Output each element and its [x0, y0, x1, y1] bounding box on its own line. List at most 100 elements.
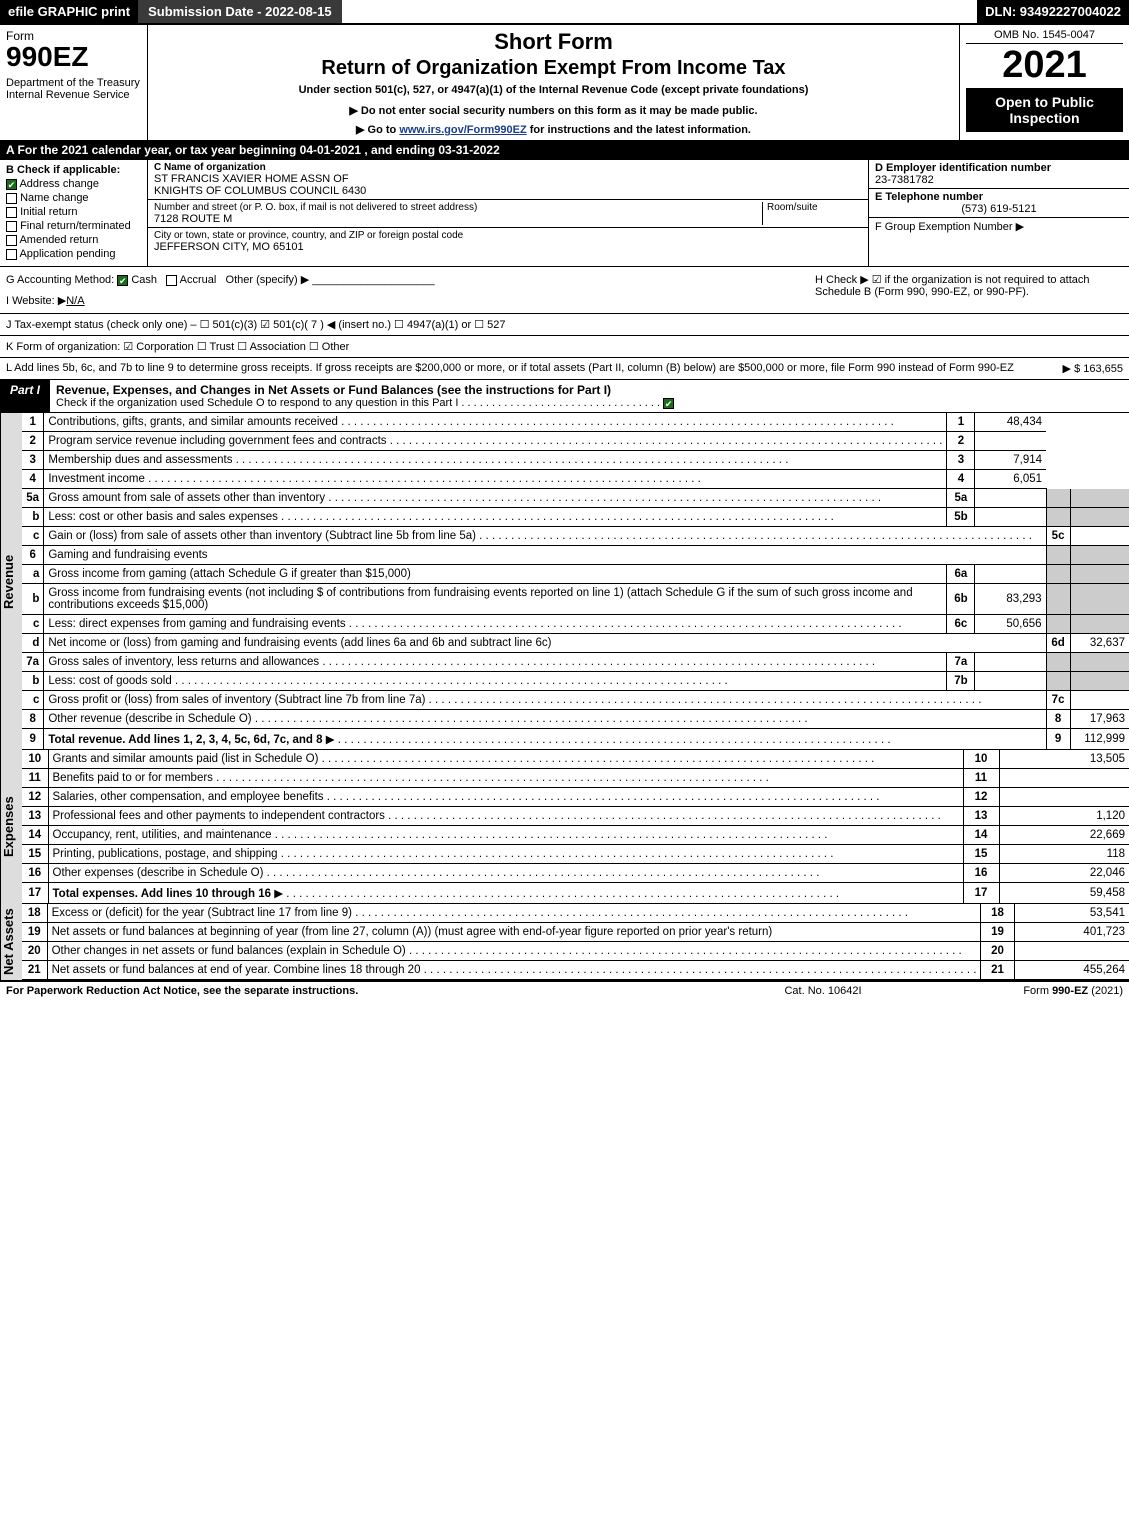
rval-6 [1070, 546, 1129, 565]
chk-amended-return[interactable]: Amended return [6, 234, 141, 246]
d-ein: 23-7381782 [875, 174, 1123, 186]
form-number: 990EZ [6, 43, 141, 71]
part1-check-label: Check if the organization used Schedule … [56, 397, 458, 409]
header-right: OMB No. 1545-0047 2021 Open to Public In… [959, 25, 1129, 140]
c-name-2: KNIGHTS OF COLUMBUS COUNCIL 6430 [154, 185, 862, 197]
rval-8: 17,963 [1070, 710, 1129, 729]
ln-5a: 5a [22, 489, 44, 508]
rval-12 [999, 788, 1129, 807]
footer-left: For Paperwork Reduction Act Notice, see … [6, 985, 723, 997]
i-value: N/A [66, 295, 84, 307]
part1-title: Revenue, Expenses, and Changes in Net As… [50, 380, 1129, 412]
desc-9: Total revenue. Add lines 1, 2, 3, 4, 5c,… [44, 729, 1046, 750]
line-12: 12Salaries, other compensation, and empl… [22, 788, 1129, 807]
line-17: 17Total expenses. Add lines 10 through 1… [22, 883, 1129, 904]
rnum-19: 19 [981, 923, 1014, 942]
desc-6d: Net income or (loss) from gaming and fun… [44, 634, 1046, 653]
part1-tag: Part I [0, 380, 50, 412]
col-d-ids: D Employer identification number 23-7381… [869, 160, 1129, 266]
goto-link[interactable]: www.irs.gov/Form990EZ [399, 124, 526, 136]
mid-5b: 5b [947, 508, 975, 527]
chk-application-pending[interactable]: Application pending [6, 248, 141, 260]
rval-6b [1070, 584, 1129, 615]
section-netassets: Net Assets 18Excess or (deficit) for the… [0, 904, 1129, 980]
rval-21: 455,264 [1014, 961, 1129, 980]
rnum-5b [1046, 508, 1070, 527]
c-name-1: ST FRANCIS XAVIER HOME ASSN OF [154, 173, 862, 185]
desc-9-b: Total revenue. Add lines 1, 2, 3, 4, 5c,… [48, 734, 322, 746]
rnum-8: 8 [1046, 710, 1070, 729]
efile-label[interactable]: efile GRAPHIC print [0, 0, 138, 23]
midv-5a [975, 489, 1046, 508]
g-label: G Accounting Method: [6, 274, 114, 286]
revenue-table: 1Contributions, gifts, grants, and simil… [22, 413, 1129, 750]
chk-label-5: Application pending [19, 248, 115, 260]
row-a-tax-year: A For the 2021 calendar year, or tax yea… [0, 140, 1129, 160]
e-tel: (573) 619-5121 [875, 203, 1123, 215]
ln-6: 6 [22, 546, 44, 565]
ln-6a: a [22, 565, 44, 584]
rnum-7c: 7c [1046, 691, 1070, 710]
desc-6c: Less: direct expenses from gaming and fu… [44, 615, 947, 634]
line-6c: cLess: direct expenses from gaming and f… [22, 615, 1129, 634]
desc-7a: Gross sales of inventory, less returns a… [44, 653, 947, 672]
desc-8: Other revenue (describe in Schedule O) [44, 710, 1046, 729]
ln-5c: c [22, 527, 44, 546]
line-15: 15Printing, publications, postage, and s… [22, 845, 1129, 864]
desc-5c: Gain or (loss) from sale of assets other… [44, 527, 1046, 546]
ln-6b: b [22, 584, 44, 615]
line-7b: bLess: cost of goods sold7b [22, 672, 1129, 691]
submission-date: Submission Date - 2022-08-15 [138, 0, 342, 23]
g-cash: Cash [131, 274, 157, 286]
chk-address-change[interactable]: ✔ Address change [6, 178, 141, 190]
vlabel-netassets: Net Assets [0, 904, 22, 980]
c-name-block: C Name of organization ST FRANCIS XAVIER… [148, 160, 868, 200]
part1-checkbox[interactable]: ✔ [663, 398, 674, 409]
rval-16: 22,046 [999, 864, 1129, 883]
rnum-16: 16 [963, 864, 999, 883]
ln-3: 3 [22, 451, 44, 470]
line-5a: 5aGross amount from sale of assets other… [22, 489, 1129, 508]
vlabel-expenses: Expenses [0, 750, 22, 904]
ln-6d: d [22, 634, 44, 653]
row-gh: G Accounting Method: ✔ Cash Accrual Othe… [0, 267, 1129, 314]
section-expenses: Expenses 10Grants and similar amounts pa… [0, 750, 1129, 904]
topbar-spacer [342, 0, 978, 23]
desc-11: Benefits paid to or for members [48, 769, 963, 788]
e-tel-label: E Telephone number [875, 191, 1123, 203]
form-header: Form 990EZ Department of the Treasury In… [0, 25, 1129, 140]
rval-11 [999, 769, 1129, 788]
ln-8: 8 [22, 710, 44, 729]
ln-11: 11 [22, 769, 48, 788]
h-schedule-b: H Check ▶ ☑ if the organization is not r… [809, 267, 1129, 313]
f-group-label: F Group Exemption Number ▶ [875, 220, 1123, 233]
row-k-form-org: K Form of organization: ☑ Corporation ☐ … [0, 336, 1129, 358]
line-6b: bGross income from fundraising events (n… [22, 584, 1129, 615]
chk-initial-return[interactable]: Initial return [6, 206, 141, 218]
rval-5b [1070, 508, 1129, 527]
desc-12: Salaries, other compensation, and employ… [48, 788, 963, 807]
chk-name-change[interactable]: Name change [6, 192, 141, 204]
desc-2: Program service revenue including govern… [44, 432, 947, 451]
line-6: 6Gaming and fundraising events [22, 546, 1129, 565]
line-18: 18Excess or (deficit) for the year (Subt… [22, 904, 1129, 923]
rval-2 [975, 432, 1046, 451]
desc-7b: Less: cost of goods sold [44, 672, 947, 691]
ln-10: 10 [22, 750, 48, 769]
chk-final-return[interactable]: Final return/terminated [6, 220, 141, 232]
revenue-rows: 1Contributions, gifts, grants, and simil… [22, 413, 1129, 750]
header-left: Form 990EZ Department of the Treasury In… [0, 25, 148, 140]
rnum-7b [1046, 672, 1070, 691]
rval-19: 401,723 [1014, 923, 1129, 942]
rnum-15: 15 [963, 845, 999, 864]
desc-6: Gaming and fundraising events [44, 546, 1046, 565]
c-city-block: City or town, state or province, country… [148, 228, 868, 255]
line-4: 4Investment income46,051 [22, 470, 1129, 489]
ln-5b: b [22, 508, 44, 527]
mid-7b: 7b [947, 672, 975, 691]
mid-6a: 6a [947, 565, 975, 584]
line-8: 8Other revenue (describe in Schedule O)8… [22, 710, 1129, 729]
l-amount: ▶ $ 163,655 [1063, 362, 1123, 375]
rnum-13: 13 [963, 807, 999, 826]
open-to-public: Open to Public Inspection [966, 88, 1123, 132]
